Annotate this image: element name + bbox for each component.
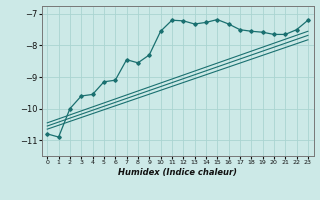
X-axis label: Humidex (Indice chaleur): Humidex (Indice chaleur) (118, 168, 237, 177)
